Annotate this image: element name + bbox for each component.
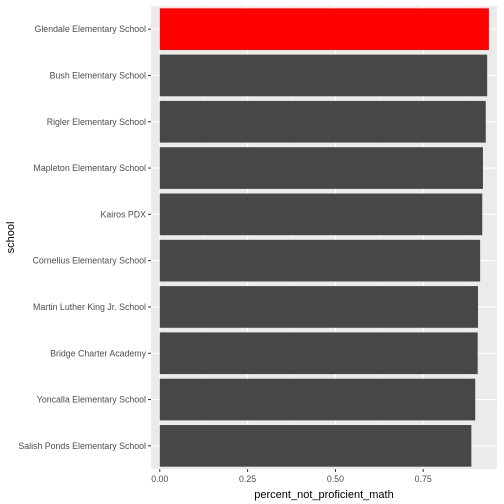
- bar: [159, 8, 489, 50]
- bar: [159, 239, 481, 282]
- bar: [159, 425, 472, 467]
- bar: [159, 378, 476, 421]
- y-tick-label: Bush Elementary School: [50, 70, 146, 80]
- y-axis: Glendale Elementary School Bush Elementar…: [18, 24, 151, 451]
- y-tick-label: Cornelius Elementary School: [33, 256, 146, 266]
- x-tick-label: 0.00: [151, 474, 168, 484]
- y-tick-label: Rigler Elementary School: [47, 117, 146, 127]
- y-tick-label: Salish Ponds Elementary School: [18, 441, 146, 451]
- x-tick-label: 0.50: [327, 474, 344, 484]
- y-tick-label: Martin Luther King Jr. School: [33, 302, 146, 312]
- y-tick-label: Kairos PDX: [101, 209, 147, 219]
- x-axis: 0.00 0.25 0.50 0.75: [151, 469, 432, 484]
- y-tick-label: Glendale Elementary School: [35, 24, 147, 34]
- x-tick-label: 0.25: [239, 474, 256, 484]
- bar: [159, 193, 483, 236]
- bar: [159, 147, 483, 189]
- bar: [159, 286, 479, 328]
- y-axis-title: school: [5, 222, 17, 254]
- y-tick-label: Mapleton Elementary School: [34, 163, 147, 173]
- y-tick-label: Bridge Charter Academy: [50, 348, 146, 358]
- bar: [159, 100, 486, 143]
- x-tick-label: 0.75: [415, 474, 432, 484]
- bar: [159, 332, 478, 375]
- bar: [159, 54, 488, 97]
- bars: [159, 8, 489, 467]
- x-axis-title: percent_not_proficient_math: [254, 489, 393, 501]
- y-tick-label: Yoncalla Elementary School: [37, 395, 146, 405]
